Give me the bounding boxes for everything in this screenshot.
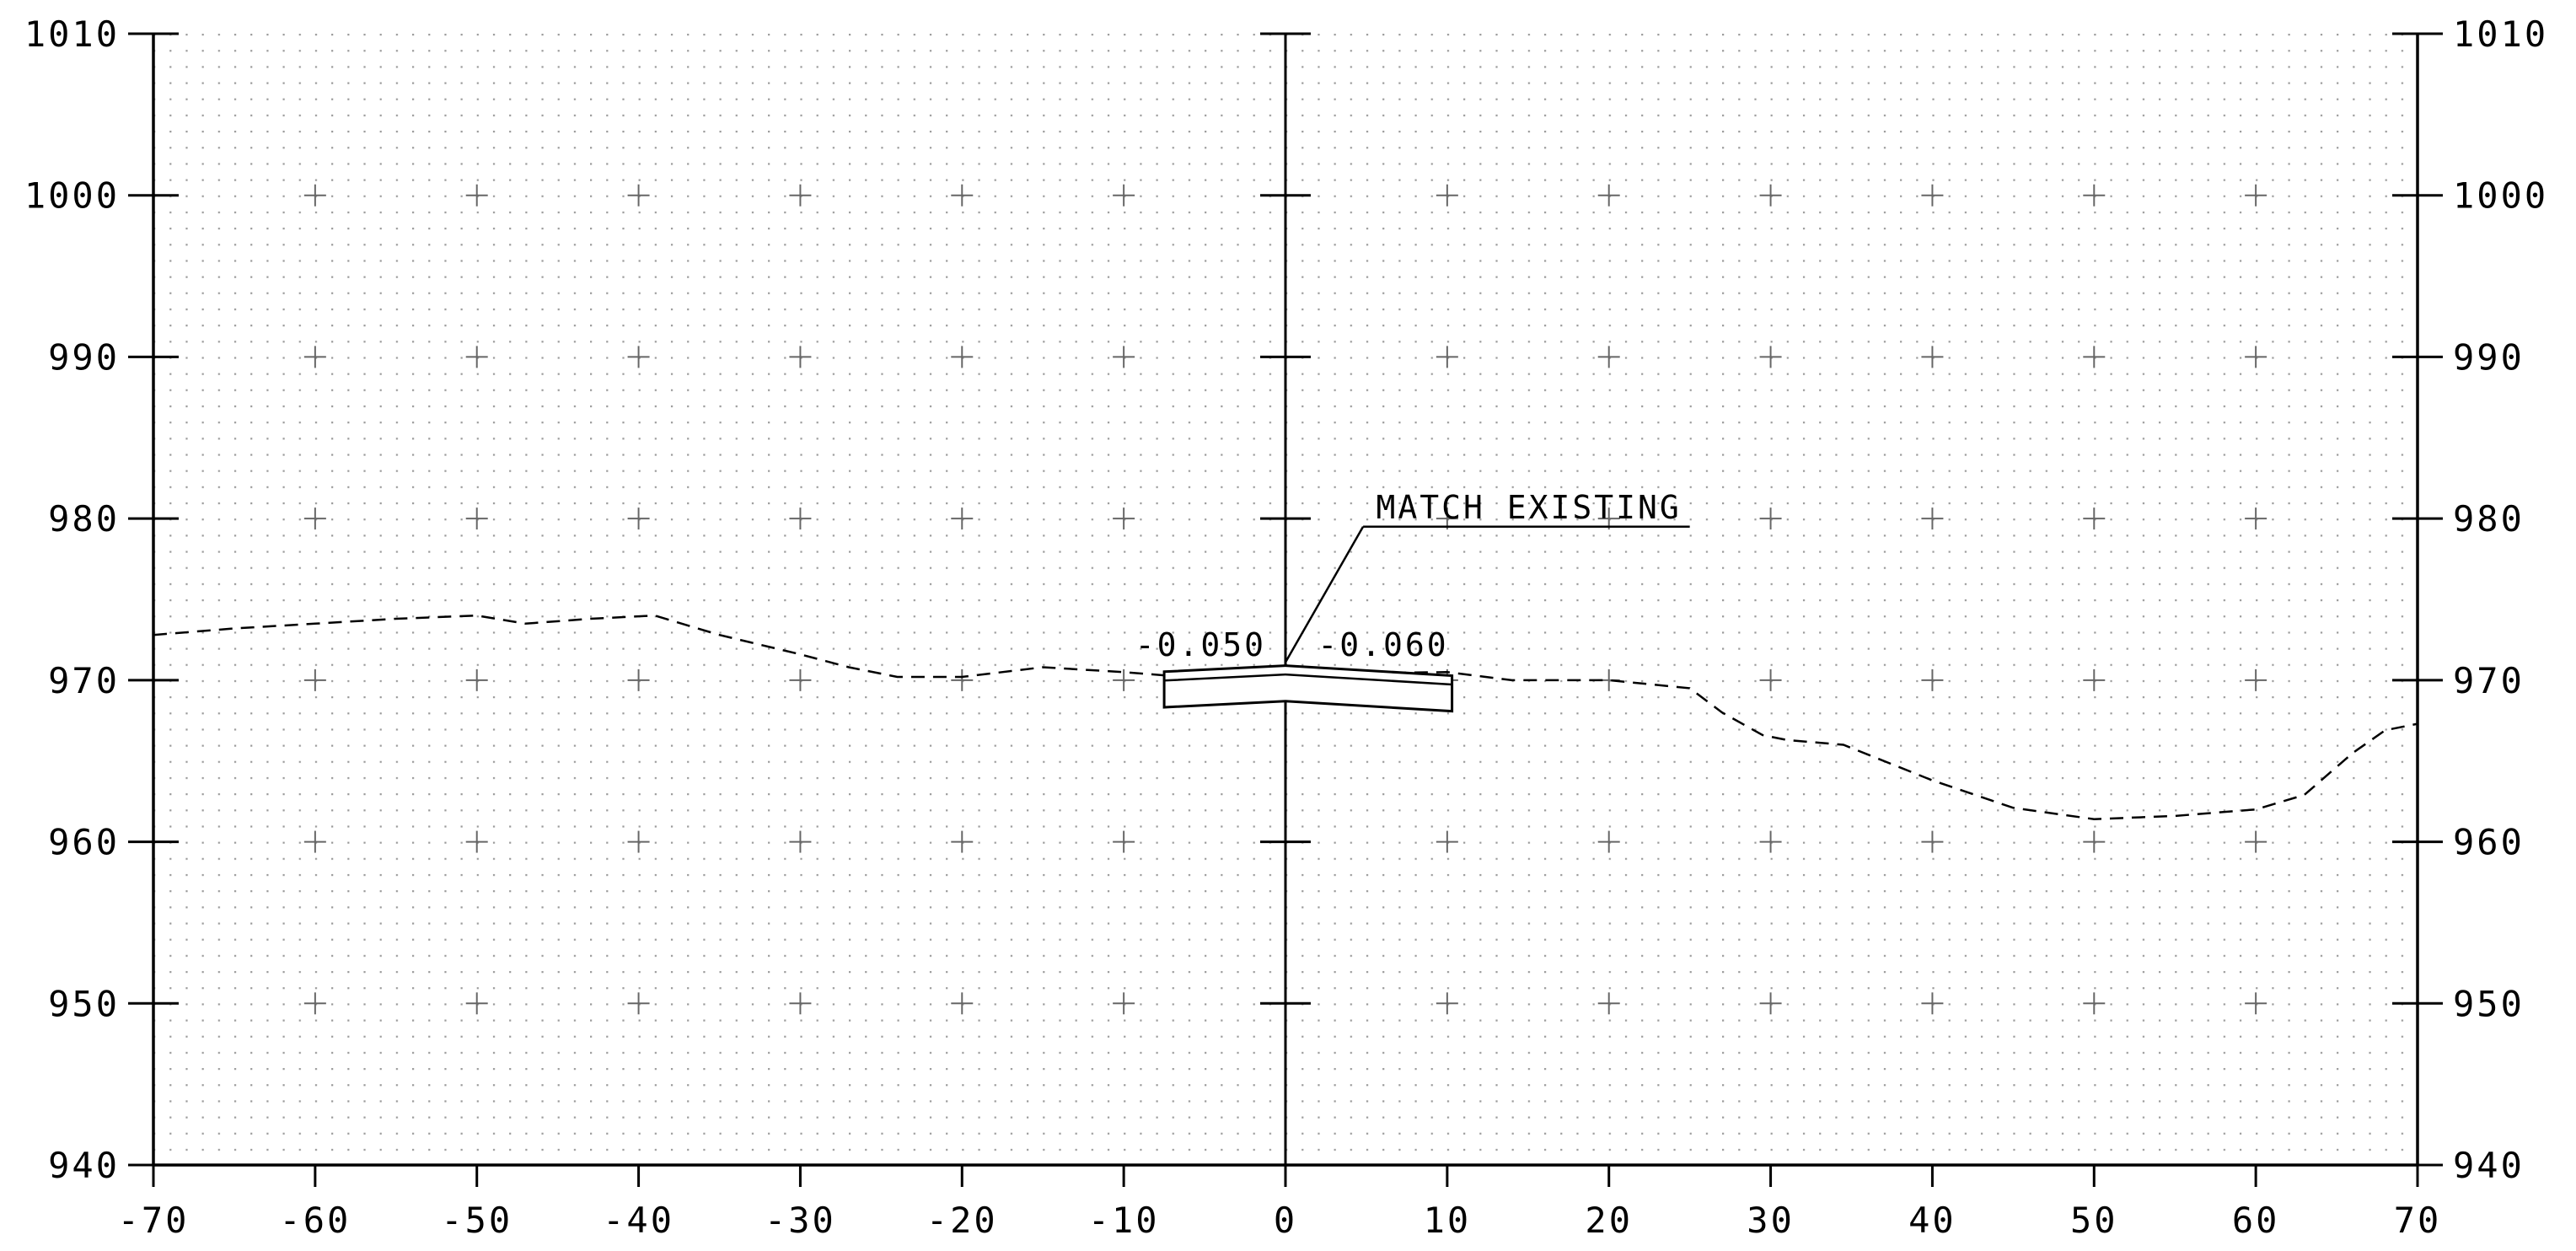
surface-course-line	[1164, 673, 1452, 686]
y-tick-label-right: 970	[2453, 660, 2525, 701]
x-tick-label: 20	[1585, 1200, 1633, 1241]
y-tick-label-left: 990	[48, 336, 120, 378]
x-tick-label: 60	[2232, 1200, 2280, 1241]
right-slope-label: -0.060	[1318, 626, 1448, 663]
y-tick-label-right: 940	[2453, 1145, 2525, 1186]
pavement-section	[1162, 664, 1454, 713]
y-tick-label-left: 960	[48, 822, 120, 863]
left-slope-label: -0.050	[1135, 626, 1266, 663]
y-tick-label-right: 950	[2453, 983, 2525, 1024]
x-tick-label: 70	[2394, 1200, 2442, 1241]
y-tick-label-left: 980	[48, 498, 120, 540]
x-tick-label: 0	[1274, 1200, 1297, 1241]
y-tick-label-right: 1010	[2453, 13, 2548, 55]
y-tick-label-right: 960	[2453, 822, 2525, 863]
x-tick-label: -40	[603, 1200, 674, 1241]
plot-frame	[128, 32, 2443, 1187]
x-tick-label: 10	[1424, 1200, 1472, 1241]
x-tick-label: -10	[1088, 1200, 1160, 1241]
match-existing-leader	[1284, 526, 1365, 663]
x-tick-label: -20	[926, 1200, 998, 1241]
y-tick-label-left: 1010	[24, 13, 120, 55]
y-tick-label-left: 940	[48, 1145, 120, 1186]
y-tick-label-left: 1000	[24, 175, 120, 217]
existing-ground-profile	[153, 614, 2418, 820]
y-tick-label-right: 1000	[2453, 175, 2548, 217]
x-tick-label: -30	[765, 1200, 836, 1241]
x-tick-label: 40	[1908, 1200, 1956, 1241]
y-tick-label-left: 970	[48, 660, 120, 701]
tick-labels: -70 -60 -50 -40 -30 -20 -10 0 10 20 30 40 50 60 70 1010…	[24, 13, 2548, 1241]
y-tick-label-right: 980	[2453, 498, 2525, 540]
y-tick-label-left: 950	[48, 983, 120, 1024]
match-existing-label: MATCH EXISTING	[1376, 489, 1681, 526]
x-tick-label: -70	[118, 1200, 190, 1241]
x-tick-label: 50	[2070, 1200, 2118, 1241]
y-tick-label-right: 990	[2453, 336, 2525, 378]
annotations: MATCH EXISTING -0.050 -0.060	[1135, 489, 1690, 663]
x-tick-label: -50	[441, 1200, 513, 1241]
crosshair-grid	[303, 184, 2267, 1015]
x-tick-label: 30	[1747, 1200, 1795, 1241]
x-tick-label: -60	[279, 1200, 351, 1241]
ground-line	[153, 614, 2418, 820]
